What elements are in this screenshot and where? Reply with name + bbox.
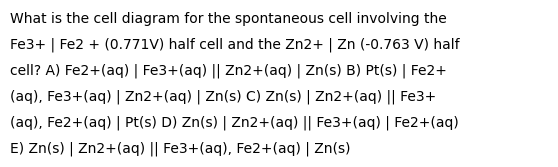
Text: (aq), Fe3+(aq) | Zn2+(aq) | Zn(s) C) Zn(s) | Zn2+(aq) || Fe3+: (aq), Fe3+(aq) | Zn2+(aq) | Zn(s) C) Zn(…: [10, 89, 436, 104]
Text: Fe3+ | Fe2 + (0.771V) half cell and the Zn2+ | Zn (-0.763 V) half: Fe3+ | Fe2 + (0.771V) half cell and the …: [10, 38, 460, 52]
Text: (aq), Fe2+(aq) | Pt(s) D) Zn(s) | Zn2+(aq) || Fe3+(aq) | Fe2+(aq): (aq), Fe2+(aq) | Pt(s) D) Zn(s) | Zn2+(a…: [10, 115, 459, 130]
Text: What is the cell diagram for the spontaneous cell involving the: What is the cell diagram for the spontan…: [10, 12, 447, 26]
Text: E) Zn(s) | Zn2+(aq) || Fe3+(aq), Fe2+(aq) | Zn(s): E) Zn(s) | Zn2+(aq) || Fe3+(aq), Fe2+(aq…: [10, 141, 350, 156]
Text: cell? A) Fe2+(aq) | Fe3+(aq) || Zn2+(aq) | Zn(s) B) Pt(s) | Fe2+: cell? A) Fe2+(aq) | Fe3+(aq) || Zn2+(aq)…: [10, 63, 447, 78]
